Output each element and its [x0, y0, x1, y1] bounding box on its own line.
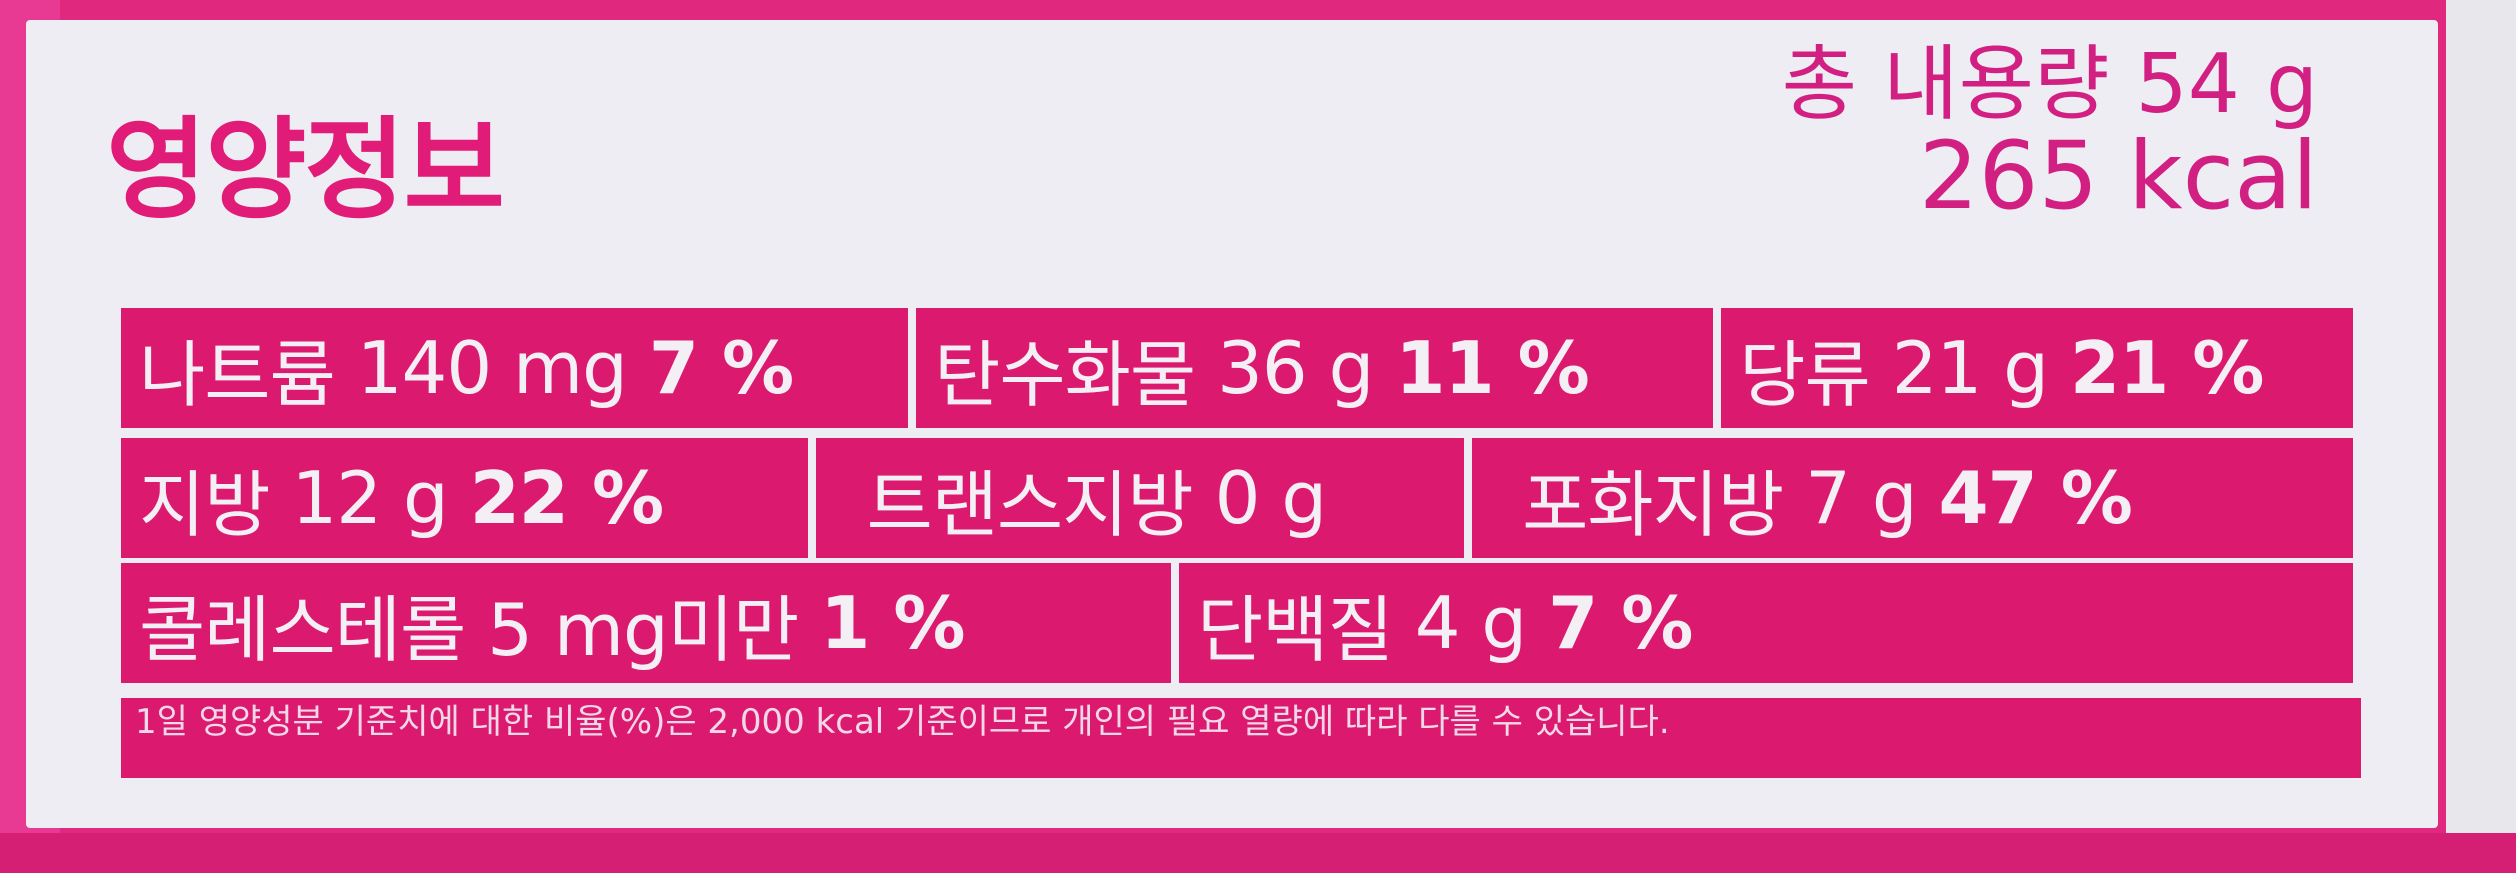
- nutrition-table: 나트륨 140 mg 7 % 탄수화물 36 g 11 % 당류 21 g 21…: [121, 308, 2361, 778]
- nutrient-percent: 1 %: [820, 581, 965, 665]
- nutrient-name: 탄수화물: [934, 332, 1196, 417]
- nutrient-name: 당류: [1739, 332, 1870, 417]
- nutrient-amount: 21 g: [1891, 326, 2049, 410]
- nutrient-name: 단백질: [1197, 587, 1394, 672]
- nutrient-row-1: 나트륨 140 mg 7 % 탄수화물 36 g 11 % 당류 21 g 21…: [121, 308, 2361, 428]
- nutrient-name: 트랜스지방: [866, 462, 1193, 547]
- nutrient-percent: 22 %: [469, 456, 664, 540]
- nutrient-amount: 4 g: [1414, 581, 1527, 665]
- nutrient-row-2: 지방 12 g 22 % 트랜스지방 0 g 포화지방 7 g 47 %: [121, 438, 2361, 558]
- nutrition-label: 영양정보 총 내용량 54 g 265 kcal 나트륨 140 mg 7 % …: [26, 20, 2438, 828]
- nutrient-percent: 11 %: [1395, 326, 1589, 410]
- nutrient-percent: 21 %: [2069, 326, 2264, 410]
- nutrient-amount: 36 g: [1217, 326, 1374, 410]
- total-kcal: 265 kcal: [1918, 122, 2318, 231]
- nutrient-row-3: 콜레스테롤 5 mg미만 1 % 단백질 4 g 7 %: [121, 563, 2361, 683]
- nutrient-percent: 7 %: [1548, 581, 1693, 665]
- nutrient-name: 지방: [139, 462, 270, 547]
- total-weight: 총 내용량 54 g: [1781, 37, 2318, 132]
- nutrient-carbohydrate: 탄수화물 36 g 11 %: [916, 308, 1714, 428]
- nutrient-fat: 지방 12 g 22 %: [121, 438, 809, 558]
- nutrient-name: 나트륨: [139, 332, 336, 417]
- nutrient-protein: 단백질 4 g 7 %: [1179, 563, 2353, 683]
- nutrient-percent: 7 %: [648, 326, 794, 410]
- nutrient-amount: 12 g: [291, 456, 448, 540]
- nutrient-name: 콜레스테롤: [139, 587, 466, 672]
- daily-value-footnote: 1일 영양성분 기준치에 대한 비율(%)은 2,000 kcal 기준이므로 …: [121, 698, 2361, 778]
- nutrient-amount: 0 g: [1214, 456, 1327, 540]
- nutrient-saturated-fat: 포화지방 7 g 47 %: [1472, 438, 2353, 558]
- nutrient-trans-fat: 트랜스지방 0 g: [816, 438, 1465, 558]
- package-bottom: [0, 833, 2516, 873]
- nutrient-amount: 5 mg미만: [487, 587, 799, 672]
- nutrition-title: 영양정보: [106, 106, 505, 234]
- nutrient-percent: 47 %: [1938, 456, 2133, 540]
- totals: 총 내용량 54 g 265 kcal: [1782, 44, 2318, 224]
- nutrient-name: 포화지방: [1522, 462, 1784, 547]
- nutrient-amount: 7 g: [1805, 456, 1917, 540]
- nutrient-amount: 140 mg: [356, 326, 628, 410]
- package-side-right: [2446, 0, 2516, 873]
- nutrient-cholesterol: 콜레스테롤 5 mg미만 1 %: [121, 563, 1171, 683]
- nutrient-sodium: 나트륨 140 mg 7 %: [121, 308, 909, 428]
- nutrient-sugars: 당류 21 g 21 %: [1721, 308, 2353, 428]
